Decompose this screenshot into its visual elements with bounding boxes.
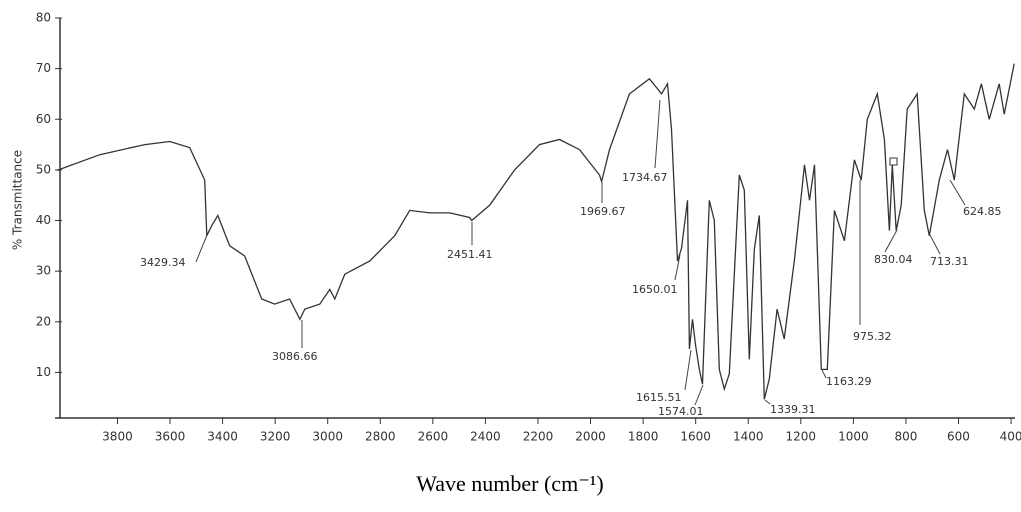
peak-label: 624.85 — [963, 205, 1002, 218]
leader-line — [694, 384, 704, 406]
peak-label: 1574.01 — [658, 405, 704, 418]
x-tick-label: 3400 — [207, 430, 238, 444]
y-tick-label: 50 — [36, 162, 51, 176]
spectrum-line — [56, 63, 1015, 400]
peak-label: 1650.01 — [632, 283, 678, 296]
x-tick-label: 400 — [1000, 430, 1021, 444]
y-tick-label: 80 — [36, 11, 51, 25]
peak-label: 1163.29 — [826, 375, 872, 388]
x-tick-label: 3000 — [312, 430, 343, 444]
peak-label: 830.04 — [874, 253, 913, 266]
y-tick-label: 20 — [36, 314, 51, 328]
x-tick-label: 1600 — [680, 430, 711, 444]
peak-label: 1339.31 — [770, 403, 816, 416]
x-tick-label: 2600 — [418, 430, 449, 444]
peak-label: 1615.51 — [636, 391, 682, 404]
x-tick-label: 1800 — [628, 430, 659, 444]
x-tick-label: 3200 — [260, 430, 291, 444]
x-tick-label: 1200 — [786, 430, 817, 444]
leader-line — [929, 234, 941, 255]
x-axis-label: Wave number (cm⁻¹) — [416, 471, 603, 496]
x-tick-label: 3600 — [155, 430, 186, 444]
x-tick-label: 2400 — [470, 430, 501, 444]
peak-label: 3086.66 — [272, 350, 318, 363]
leader-line — [684, 349, 692, 391]
leader-line — [884, 229, 898, 253]
leader-line — [654, 99, 661, 169]
x-tick-label: 3800 — [102, 430, 133, 444]
peak-label: 3429.34 — [140, 256, 186, 269]
y-tick-label: 70 — [36, 61, 51, 75]
y-tick-label: 60 — [36, 112, 51, 126]
leader-line — [195, 234, 208, 263]
peak-label: 975.32 — [853, 330, 892, 343]
x-tick-label: 1400 — [733, 430, 764, 444]
x-tick-label: 2800 — [365, 430, 396, 444]
y-tick-label: 40 — [36, 213, 51, 227]
y-tick-label: 10 — [36, 365, 51, 379]
leader-line — [764, 399, 771, 405]
x-tick-label: 800 — [894, 430, 917, 444]
x-tick-label: 1000 — [838, 430, 869, 444]
y-tick-label: 30 — [36, 264, 51, 278]
peak-label: 1969.67 — [580, 205, 626, 218]
leader-line — [674, 254, 681, 281]
x-tick-label: 2000 — [575, 430, 606, 444]
x-tick-label: 2200 — [523, 430, 554, 444]
x-tick-label: 600 — [947, 430, 970, 444]
marker-box — [889, 157, 898, 166]
peak-label: 713.31 — [930, 255, 969, 268]
leader-line — [949, 179, 966, 206]
y-axis-label: % Transmittance — [11, 150, 25, 250]
leader-line — [821, 369, 827, 379]
peak-label: 2451.41 — [447, 248, 493, 261]
peak-label: 1734.67 — [622, 171, 668, 184]
